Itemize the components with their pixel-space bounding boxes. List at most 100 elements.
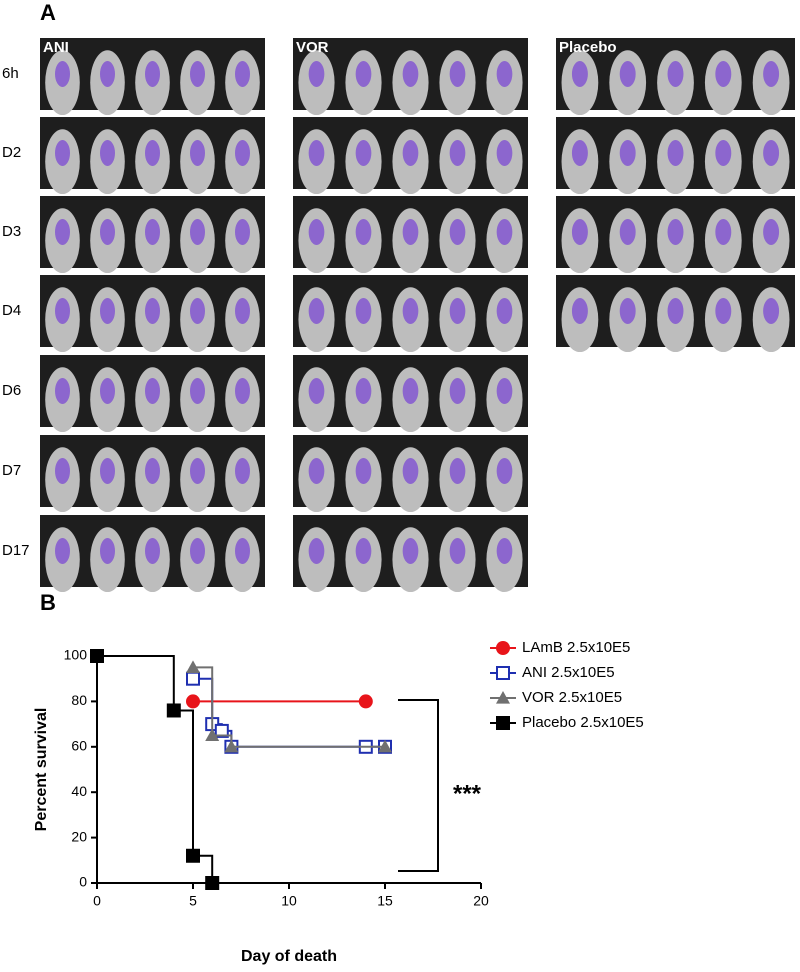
y-tick-label: 0 bbox=[79, 874, 87, 890]
x-tick-label: 5 bbox=[189, 893, 197, 909]
signal bbox=[145, 538, 160, 564]
signal bbox=[619, 140, 636, 166]
signal bbox=[355, 140, 372, 166]
signal bbox=[496, 219, 513, 245]
row-label: D3 bbox=[2, 223, 21, 240]
signal bbox=[571, 298, 588, 324]
signal bbox=[715, 219, 732, 245]
signal bbox=[715, 298, 732, 324]
legend-marker bbox=[496, 716, 510, 730]
data-point bbox=[205, 876, 220, 890]
signal bbox=[145, 61, 160, 87]
signal bbox=[496, 298, 513, 324]
signal bbox=[449, 219, 466, 245]
signal bbox=[190, 140, 205, 166]
panel-label: A bbox=[40, 0, 56, 25]
signal bbox=[667, 140, 684, 166]
signal bbox=[715, 61, 732, 87]
signal bbox=[402, 61, 419, 87]
data-point bbox=[224, 739, 239, 753]
signal bbox=[449, 61, 466, 87]
signal bbox=[715, 140, 732, 166]
legend-label: LAmB 2.5x10E5 bbox=[522, 639, 630, 656]
x-tick-label: 10 bbox=[281, 893, 297, 909]
signal bbox=[667, 61, 684, 87]
signal bbox=[355, 538, 372, 564]
signal bbox=[55, 378, 70, 404]
data-point bbox=[186, 660, 200, 673]
signal bbox=[355, 458, 372, 484]
y-tick-label: 40 bbox=[71, 783, 87, 799]
signal bbox=[763, 140, 780, 166]
row-label: D4 bbox=[2, 302, 21, 319]
signal bbox=[308, 219, 325, 245]
signal bbox=[145, 458, 160, 484]
y-tick-label: 20 bbox=[71, 828, 87, 844]
signal bbox=[402, 538, 419, 564]
data-point bbox=[378, 739, 392, 753]
legend-marker bbox=[496, 691, 510, 704]
signal bbox=[235, 458, 250, 484]
signal bbox=[667, 219, 684, 245]
signal bbox=[571, 61, 588, 87]
signal bbox=[235, 378, 250, 404]
signal bbox=[100, 140, 115, 166]
signal bbox=[402, 140, 419, 166]
signal bbox=[145, 219, 160, 245]
signal bbox=[190, 61, 205, 87]
signal bbox=[308, 140, 325, 166]
signal bbox=[402, 458, 419, 484]
signal bbox=[308, 298, 325, 324]
signal bbox=[496, 458, 513, 484]
signal bbox=[355, 378, 372, 404]
signal bbox=[449, 458, 466, 484]
signal bbox=[100, 538, 115, 564]
legend-label: ANI 2.5x10E5 bbox=[522, 664, 615, 681]
signal bbox=[449, 298, 466, 324]
signal bbox=[402, 298, 419, 324]
signal bbox=[145, 140, 160, 166]
signal bbox=[100, 219, 115, 245]
signal bbox=[190, 298, 205, 324]
signal bbox=[667, 298, 684, 324]
signal bbox=[145, 298, 160, 324]
signal bbox=[763, 219, 780, 245]
signal bbox=[235, 140, 250, 166]
annotation: *** bbox=[453, 780, 482, 807]
signal bbox=[496, 378, 513, 404]
signal bbox=[235, 538, 250, 564]
signal bbox=[402, 219, 419, 245]
legend-label: Placebo 2.5x10E5 bbox=[522, 714, 644, 731]
signal bbox=[571, 219, 588, 245]
signal bbox=[619, 219, 636, 245]
signal bbox=[100, 61, 115, 87]
signal bbox=[100, 458, 115, 484]
signal bbox=[308, 61, 325, 87]
signal bbox=[235, 219, 250, 245]
signal bbox=[496, 140, 513, 166]
row-label: D2 bbox=[2, 144, 21, 161]
y-tick-label: 60 bbox=[71, 738, 87, 754]
group-label: Placebo bbox=[559, 39, 617, 56]
signal bbox=[449, 140, 466, 166]
signal bbox=[55, 458, 70, 484]
x-axis-label: Day of death bbox=[241, 948, 337, 965]
signal bbox=[763, 61, 780, 87]
signal bbox=[763, 298, 780, 324]
data-point bbox=[205, 728, 220, 742]
significance-bracket bbox=[398, 699, 439, 872]
signal bbox=[619, 298, 636, 324]
y-axis-label: Percent survival bbox=[33, 708, 50, 832]
signal bbox=[235, 298, 250, 324]
signal bbox=[55, 219, 70, 245]
survival-line bbox=[97, 655, 214, 883]
legend-marker bbox=[496, 641, 510, 655]
signal bbox=[496, 538, 513, 564]
signal bbox=[55, 140, 70, 166]
signal bbox=[355, 61, 372, 87]
signal bbox=[308, 538, 325, 564]
signal bbox=[355, 219, 372, 245]
legend-marker bbox=[496, 666, 510, 680]
signal bbox=[55, 298, 70, 324]
